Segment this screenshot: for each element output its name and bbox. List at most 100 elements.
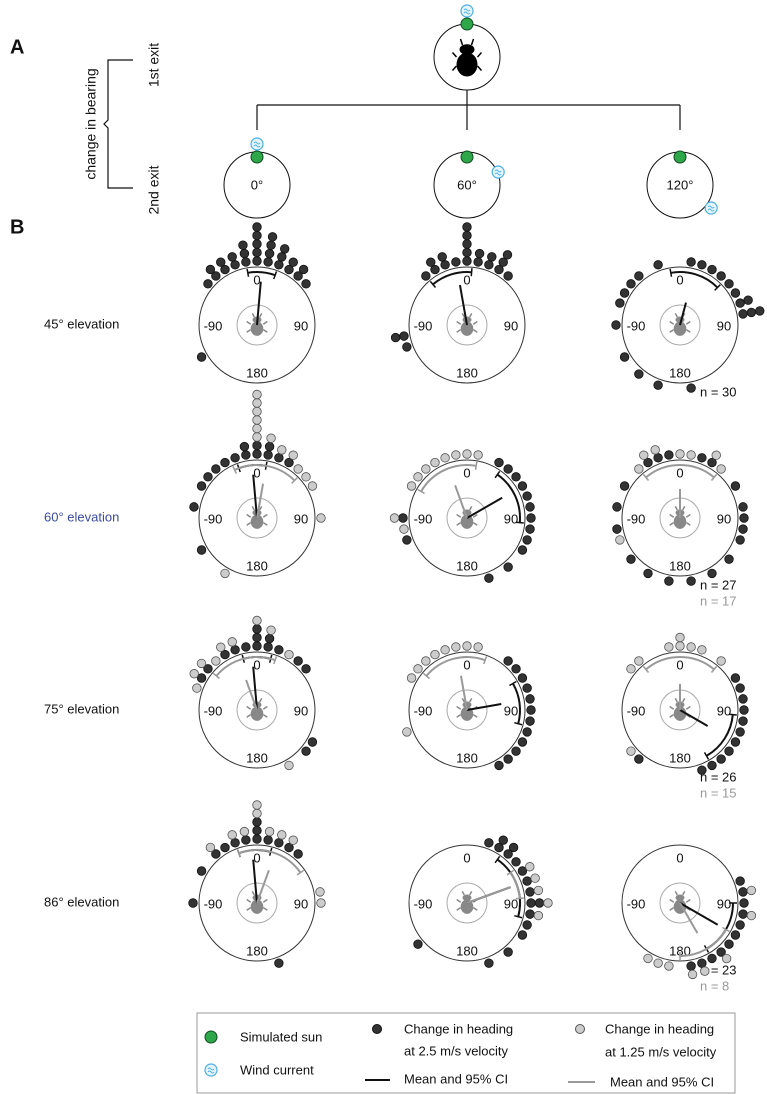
dark-dot [204,280,213,289]
dark-dot [475,249,484,258]
axis-label: 90 [294,703,308,718]
dark-dot [526,888,535,897]
axis-label: 90 [717,896,731,911]
dark-dot [253,240,262,249]
light-dot [206,843,215,852]
dark-dot [197,353,206,362]
light-dot [717,657,726,666]
dark-dot [518,546,527,555]
dark-dot [253,257,262,266]
axis-label: 0 [463,850,470,865]
dark-dot [212,465,221,474]
legend-text: Mean and 95% CI [404,1071,508,1086]
dark-dot [627,555,636,564]
dark-dot [231,454,240,463]
dark-dot [302,747,311,756]
dark-dot [740,706,749,715]
legend-text: Wind current [240,1062,314,1077]
dark-dot [302,280,311,289]
dark-dot [268,233,277,242]
dark-dot [526,525,535,534]
dark-dot [504,755,513,764]
light-dot [308,482,317,491]
dark-dot [403,343,412,352]
dark-dot [399,514,408,523]
dark-dot [275,261,284,270]
dark-dot [474,258,483,267]
dark-dot [698,261,707,270]
axis-label: -90 [414,511,433,526]
dark-dot [717,272,726,281]
exit-label: 1st exit [146,43,162,87]
light-dot [676,642,685,651]
dark-dot [736,684,745,693]
light-dot [403,728,412,737]
dark-dot [527,706,536,715]
light-dot [216,643,225,652]
beetle [676,895,685,901]
dark-dot [197,482,206,491]
light-dot [253,416,262,425]
light-dot [414,473,423,482]
exit-label: 2nd exit [146,165,162,214]
dark-dot [698,766,707,775]
light-dot [525,862,534,871]
wind-icon [461,5,473,17]
light-dot [253,616,262,625]
mean-line [467,498,502,518]
dark-dot [264,643,273,652]
light-dot [698,646,707,655]
light-dot [277,446,286,455]
dark-dot [708,265,717,274]
dark-dot [731,738,740,747]
dark-dot [253,818,262,827]
confidence-arc [248,272,275,275]
light-dot [639,451,648,460]
sun-icon [251,151,263,163]
dark-dot [616,299,625,308]
dark-dot [687,258,696,267]
dark-dot [523,492,532,501]
light-dot [212,657,221,666]
dark-dot [280,245,289,254]
panel-label: A [10,36,24,58]
light-dot [687,451,696,460]
light-dot [452,643,461,652]
dark-dot [687,384,696,393]
dark-dot [654,261,663,270]
dark-dot [739,503,748,512]
light-dot [474,451,483,460]
dark-dot [242,836,251,845]
axis-label: 90 [504,703,518,718]
dark-dot [463,231,472,240]
dark-dot [267,241,276,250]
dark-dot [665,577,674,586]
dark-dot [242,258,251,267]
dark-dot [736,536,745,545]
legend-text: Change in heading [404,1021,513,1036]
dark-dot [739,717,748,726]
dark-dot [731,482,740,491]
light-dot [253,801,262,810]
dark-dot [526,910,535,919]
light-dot [431,650,440,659]
light-dot [431,458,440,467]
dark-dot [438,253,447,262]
light-dot [390,514,399,523]
axis-label: 180 [246,558,268,573]
dark-dot [463,223,472,232]
dark-dot [518,738,527,747]
light-dot [285,761,294,770]
beetle [463,895,472,901]
wind-icon [705,202,717,214]
dark-dot [197,546,206,555]
light-dot [400,525,409,534]
dark-dot [231,261,240,270]
dark-dot [441,261,450,270]
panel-label: B [10,216,24,238]
dark-dot [504,465,513,474]
mean-line [467,704,501,710]
dark-dot [725,280,734,289]
axis-label: 180 [669,750,691,765]
legend-text: at 2.5 m/s velocity [404,1043,509,1058]
